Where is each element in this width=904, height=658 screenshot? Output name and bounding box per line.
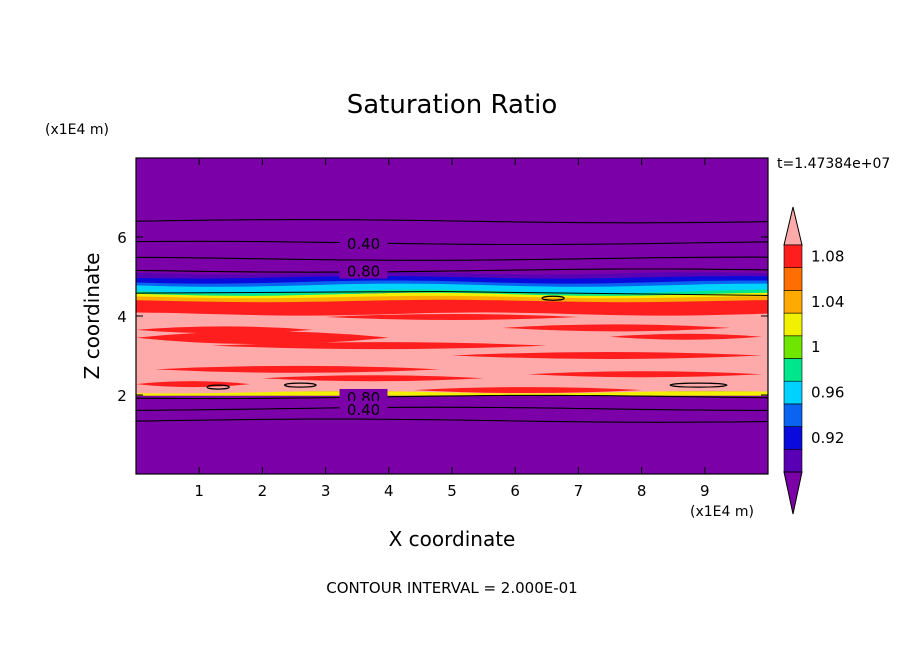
contour-label-bg [339, 400, 388, 417]
x-tick-label: 1 [194, 482, 204, 500]
contour-line [136, 406, 768, 411]
plot-area: 0.400.800.800.40 [136, 158, 768, 474]
contour-label-bg [339, 234, 388, 251]
field-streak [262, 375, 484, 382]
colorbar-tick-label: 0.92 [811, 429, 844, 447]
field-band-cyan [136, 281, 768, 294]
field-streak [325, 314, 579, 320]
x-tick-label: 5 [447, 482, 457, 500]
colorbar-top-arrow [783, 206, 803, 246]
field-streak [527, 371, 762, 378]
x-tick-label: 2 [258, 482, 268, 500]
contour-line [136, 418, 768, 423]
x-tick-label: 4 [384, 482, 394, 500]
colorbar-bin [783, 312, 803, 337]
x-tick-label: 7 [574, 482, 584, 500]
colorbar-tick-label: 1 [811, 338, 821, 356]
field-band-yellowgreen [136, 291, 768, 299]
field-band-pink [136, 308, 768, 394]
x-unit-label: (x1E4 m) [690, 504, 754, 520]
y-unit-label: (x1E4 m) [45, 122, 109, 138]
y-axis: 2 4 6 [117, 229, 768, 405]
contour-label: 0.40 [347, 401, 380, 419]
field-streak [452, 352, 762, 359]
x-axis: 1 2 3 4 5 6 7 8 9 [194, 158, 710, 500]
field-band-darkblue [136, 272, 768, 279]
contour-interval-note: CONTOUR INTERVAL = 2.000E-01 [326, 579, 577, 597]
colorbar-tick-label: 1.04 [811, 293, 844, 311]
contour-line [136, 219, 768, 224]
x-tick-label: 6 [510, 482, 520, 500]
colorbar-bin [783, 290, 803, 314]
colorbar-bin [783, 426, 803, 450]
colorbar-bin [783, 403, 803, 427]
chart-title: Saturation Ratio [347, 90, 558, 120]
contour-line [136, 240, 768, 246]
contour-closed [283, 382, 317, 388]
colorbar-bin [783, 244, 803, 269]
x-tick-label: 8 [637, 482, 647, 500]
field-streak [502, 324, 731, 332]
contour-closed [206, 384, 230, 390]
colorbar-bin [783, 448, 803, 473]
field-streak [136, 331, 389, 345]
time-label: t=1.47384e+07 [777, 156, 890, 172]
colorbar-bin [783, 335, 803, 359]
colorbar: 0.92 0.96 1 1.04 1.08 [783, 206, 844, 515]
colorbar-bottom-arrow [783, 471, 803, 515]
y-tick-label: 6 [117, 229, 127, 247]
contour-label: 0.40 [347, 235, 380, 253]
contour-closed [541, 295, 565, 301]
colorbar-tick-label: 1.08 [811, 247, 844, 265]
field-band-lightblue [136, 278, 768, 287]
contour-line [136, 394, 768, 400]
contour-closed [669, 382, 728, 388]
colorbar-tick-label: 0.96 [811, 384, 844, 402]
y-tick-label: 2 [117, 387, 127, 405]
x-tick-label: 3 [321, 482, 331, 500]
contour-label: 0.80 [347, 263, 380, 281]
x-axis-label: X coordinate [389, 527, 516, 551]
field-streak [211, 342, 547, 350]
colorbar-bin [783, 267, 803, 291]
x-tick-label: 9 [700, 482, 710, 500]
contour-line [136, 256, 768, 261]
contour-label-bg [339, 262, 388, 279]
field-streak [414, 387, 642, 394]
contour-line [136, 268, 768, 273]
colorbar-bin [783, 358, 803, 382]
field-streak [136, 326, 313, 334]
field-streak [154, 365, 440, 373]
field-band-orange [136, 294, 768, 303]
colorbar-bin [783, 380, 803, 405]
y-tick-label: 4 [117, 308, 127, 326]
field-streak [610, 333, 762, 340]
y-axis-label: Z coordinate [80, 253, 104, 380]
contour-line [136, 291, 768, 296]
